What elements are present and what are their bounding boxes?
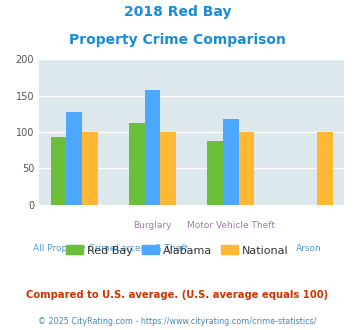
Bar — [145, 90, 160, 205]
Bar — [160, 132, 176, 205]
Text: © 2025 CityRating.com - https://www.cityrating.com/crime-statistics/: © 2025 CityRating.com - https://www.city… — [38, 317, 317, 326]
Text: Arson: Arson — [296, 244, 322, 253]
Legend: Red Bay, Alabama, National: Red Bay, Alabama, National — [62, 241, 293, 260]
Text: All Property Crime: All Property Crime — [33, 244, 115, 253]
Bar — [129, 122, 145, 205]
Bar — [66, 112, 82, 205]
Text: Burglary: Burglary — [133, 221, 172, 230]
Bar — [207, 142, 223, 205]
Bar — [239, 132, 254, 205]
Text: Compared to U.S. average. (U.S. average equals 100): Compared to U.S. average. (U.S. average … — [26, 290, 329, 300]
Bar — [317, 132, 333, 205]
Text: Motor Vehicle Theft: Motor Vehicle Theft — [187, 221, 275, 230]
Bar — [82, 132, 98, 205]
Bar — [223, 119, 239, 205]
Text: 2018 Red Bay: 2018 Red Bay — [124, 5, 231, 19]
Bar — [51, 137, 66, 205]
Text: Property Crime Comparison: Property Crime Comparison — [69, 33, 286, 47]
Text: Larceny & Theft: Larceny & Theft — [116, 244, 189, 253]
